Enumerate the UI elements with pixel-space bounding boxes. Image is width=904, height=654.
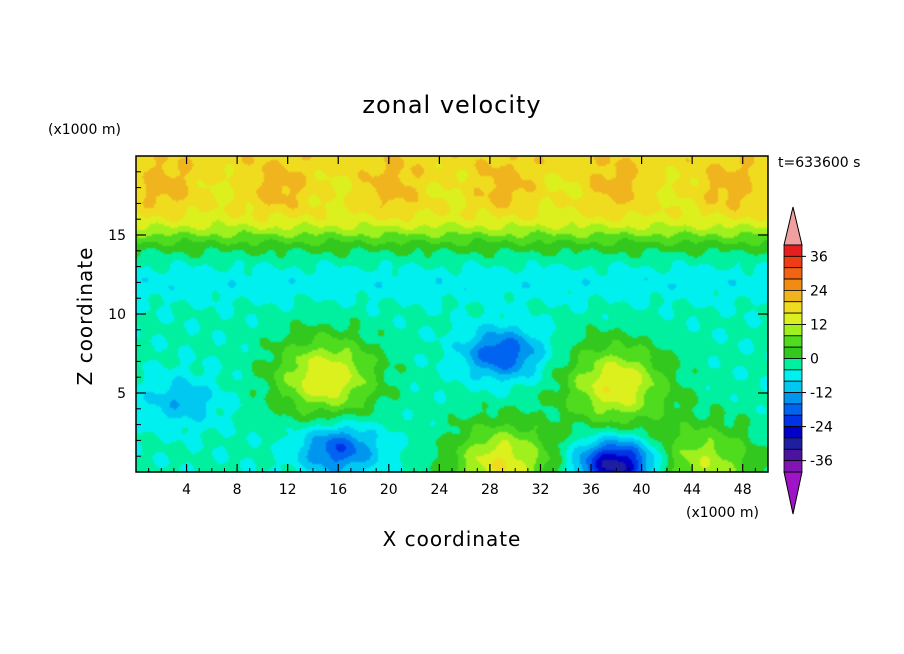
colorbar-swatch [783, 324, 803, 337]
x-tick-label: 12 [279, 482, 297, 498]
y-tick-label: 5 [117, 386, 126, 402]
x-tick-label: 40 [633, 482, 651, 498]
colorbar-swatch [783, 460, 803, 473]
colorbar-swatch [783, 289, 803, 303]
colorbar-label: 24 [810, 283, 828, 299]
x-unit-label: (x1000 m) [686, 505, 759, 521]
x-tick-label: 4 [182, 482, 191, 498]
colorbar-swatch [783, 255, 803, 269]
colorbar-swatch [783, 301, 803, 314]
y-axis-label: Z coordinate [73, 247, 97, 386]
colorbar-label: -36 [810, 454, 833, 470]
chart-title: zonal velocity [362, 91, 541, 119]
colorbar-swatch [783, 414, 803, 428]
colorbar-swatch [783, 369, 803, 382]
time-label: t=633600 s [778, 155, 860, 171]
colorbar-label: -12 [810, 386, 833, 402]
colorbar-label: 36 [810, 249, 828, 265]
colorbar-swatch [783, 267, 803, 280]
colorbar-swatch [783, 346, 803, 359]
colorbar-lower-arrow [783, 471, 803, 515]
colorbar-swatch [783, 403, 803, 416]
y-axis-ticks: 5 10 15 [108, 171, 768, 457]
colorbar-swatch [783, 437, 803, 450]
x-tick-label: 24 [430, 482, 448, 498]
x-tick-label: 8 [233, 482, 242, 498]
y-tick-label: 15 [108, 228, 126, 244]
colorbar: 36 24 12 0 -12 -24 -36 [783, 206, 833, 515]
x-tick-label: 20 [380, 482, 398, 498]
colorbar-label: 0 [810, 352, 819, 368]
colorbar-swatch [783, 380, 803, 393]
colorbar-label: 12 [810, 317, 828, 333]
colorbar-upper-arrow [783, 206, 803, 246]
y-tick-label: 10 [108, 307, 126, 323]
colorbar-swatch [783, 278, 803, 291]
x-tick-label: 44 [683, 482, 701, 498]
x-tick-label: 48 [734, 482, 752, 498]
x-tick-label: 32 [532, 482, 550, 498]
x-tick-label: 36 [582, 482, 600, 498]
colorbar-swatch [783, 448, 803, 462]
x-axis-label: X coordinate [383, 527, 522, 551]
colorbar-swatch [783, 358, 803, 371]
colorbar-label: -24 [810, 420, 833, 436]
x-tick-label: 28 [481, 482, 499, 498]
z-unit-label: (x1000 m) [48, 122, 121, 138]
x-tick-label: 16 [329, 482, 347, 498]
colorbar-swatch [783, 426, 803, 439]
colorbar-swatch [783, 312, 803, 325]
x-axis-ticks: 4 8 12 16 20 24 28 32 36 40 44 48 [148, 156, 756, 498]
heatmap-field [136, 156, 768, 472]
colorbar-swatch [783, 335, 803, 348]
colorbar-swatch [783, 244, 803, 257]
velocity-field-image [136, 156, 768, 472]
colorbar-swatch [783, 392, 803, 405]
